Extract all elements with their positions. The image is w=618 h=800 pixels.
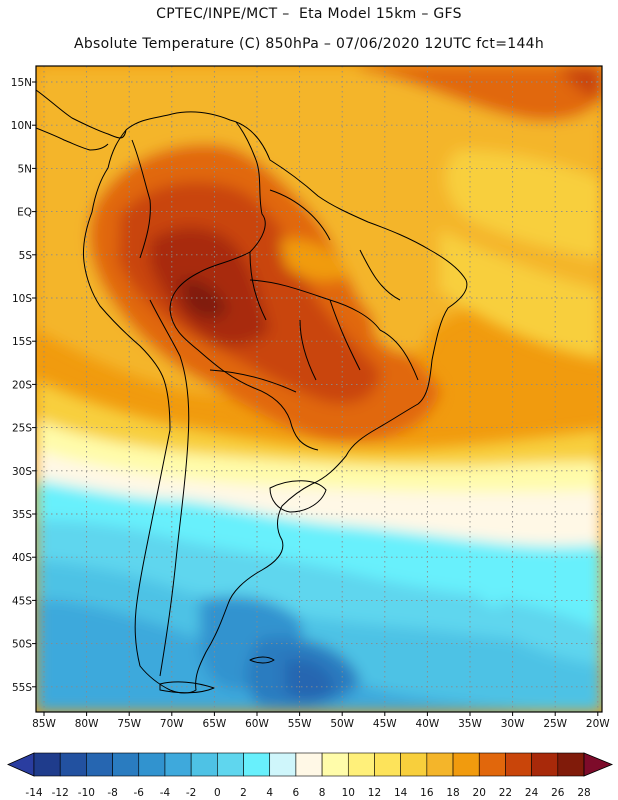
colorbar-tick-label: 24 xyxy=(525,787,539,799)
brazil-states xyxy=(209,189,419,393)
colorbar-tick-label: 18 xyxy=(446,787,459,799)
colorbar xyxy=(7,752,614,777)
south-america-outline xyxy=(83,111,468,694)
uruguay-outline xyxy=(269,480,327,513)
lat-label: 10S xyxy=(12,293,32,305)
lat-label: 5N xyxy=(17,163,32,175)
colorbar-tick-label: -14 xyxy=(25,787,42,799)
colorbar-tick-label: -6 xyxy=(134,787,145,799)
lon-label: 75W xyxy=(117,718,141,730)
latitude-labels: 15N 10N 5N EQ 5S 10S 15S 20S 25S 30S 35S 40S 45S 50S 5… xyxy=(11,77,33,694)
colorbar-swatch xyxy=(557,752,585,777)
colorbar-tick-label: 4 xyxy=(266,787,273,799)
lat-label: 5S xyxy=(19,250,33,262)
colorbar-tick-label: -12 xyxy=(52,787,69,799)
tierra-del-fuego xyxy=(159,681,215,694)
temperature-field xyxy=(36,66,602,712)
lat-label: 15N xyxy=(11,77,32,89)
brazil-border xyxy=(169,121,319,451)
colorbar-tick-label: 10 xyxy=(342,787,355,799)
lon-label: 80W xyxy=(75,718,99,730)
colorbar-tick-label: 8 xyxy=(319,787,326,799)
colorbar-tick-label: -2 xyxy=(186,787,196,799)
colorbar-swatch xyxy=(138,752,166,777)
lon-label: 70W xyxy=(160,718,184,730)
lat-label: 50S xyxy=(12,639,32,651)
colorbar-swatch xyxy=(321,752,349,777)
lon-label: 55W xyxy=(288,718,312,730)
colorbar-swatch xyxy=(164,752,192,777)
colorbar-swatch xyxy=(295,752,323,777)
colorbar-swatch xyxy=(478,752,506,777)
map-title-line-1: CPTEC/INPE/MCT – Eta Model 15km – GFS xyxy=(156,6,462,22)
colorbar-tick-label: 6 xyxy=(293,787,300,799)
colorbar-tick-label: 26 xyxy=(551,787,565,799)
colorbar-over-arrow xyxy=(583,752,614,777)
colorbar-swatch xyxy=(217,752,244,777)
andes-border xyxy=(131,139,190,677)
colorbar-swatch xyxy=(59,752,87,777)
lat-label: 15S xyxy=(12,336,32,348)
colorbar-swatch xyxy=(33,752,61,777)
colorbar-swatch xyxy=(452,752,480,777)
falkland-islands xyxy=(249,656,275,664)
colorbar-tick-label: 0 xyxy=(214,787,221,799)
colorbar-swatch xyxy=(190,752,218,777)
colorbar-tick-label: 20 xyxy=(473,787,486,799)
colorbar-swatch xyxy=(505,752,532,777)
lat-label: 10N xyxy=(11,120,32,132)
lon-label: 40W xyxy=(416,718,440,730)
lon-label: 25W xyxy=(543,718,567,730)
map-title-line-2: Absolute Temperature (C) 850hPa – 07/06/… xyxy=(73,36,545,52)
colorbar-swatch xyxy=(426,752,454,777)
lon-label: 65W xyxy=(203,718,227,730)
lat-label: 45S xyxy=(12,595,32,607)
lon-label: 20W xyxy=(586,718,610,730)
lon-label: 85W xyxy=(32,718,56,730)
lon-label: 35W xyxy=(458,718,482,730)
colorbar-labels: -14 -12 -10 -8 -6 -4 -2 0 2 4 6 8 10 12 14 16 18 20 22 24 26… xyxy=(25,787,590,799)
lon-label: 45W xyxy=(373,718,397,730)
colorbar-under-arrow xyxy=(7,752,35,777)
lon-label: 60W xyxy=(245,718,269,730)
lat-label: 20S xyxy=(12,379,32,391)
colorbar-tick-label: -8 xyxy=(107,787,117,799)
lat-label: 30S xyxy=(12,466,32,478)
colorbar-tick-label: 22 xyxy=(499,787,512,799)
lon-label: 30W xyxy=(501,718,525,730)
lon-label: 50W xyxy=(330,718,354,730)
colorbar-swatch xyxy=(243,752,271,777)
lat-label: 40S xyxy=(12,552,32,564)
longitude-labels: 85W 80W 75W 70W 65W 60W 55W 50W 45W 40W 35W 30W 25W 2… xyxy=(32,718,610,730)
lat-label: EQ xyxy=(17,207,32,219)
colorbar-swatch xyxy=(531,752,559,777)
axis-ticks xyxy=(32,81,599,716)
colorbar-swatch xyxy=(400,752,428,777)
lat-label: 35S xyxy=(12,509,32,521)
colorbar-swatch xyxy=(347,752,375,777)
colorbar-swatch xyxy=(86,752,113,777)
colorbar-swatch xyxy=(112,752,140,777)
colorbar-tick-label: -10 xyxy=(78,787,95,799)
colorbar-tick-label: 12 xyxy=(368,787,381,799)
colorbar-swatch xyxy=(374,752,401,777)
colorbar-tick-label: -4 xyxy=(160,787,171,799)
colorbar-tick-label: 28 xyxy=(577,787,590,799)
central-america-outline xyxy=(36,89,127,151)
lat-label: 25S xyxy=(12,423,32,435)
lat-label: 55S xyxy=(12,682,32,694)
map-frame xyxy=(35,65,603,713)
colorbar-tick-label: 2 xyxy=(240,787,247,799)
colorbar-swatch xyxy=(269,752,297,777)
coastlines-and-borders xyxy=(36,89,468,694)
colorbar-tick-label: 14 xyxy=(394,787,408,799)
colorbar-tick-label: 16 xyxy=(420,787,434,799)
